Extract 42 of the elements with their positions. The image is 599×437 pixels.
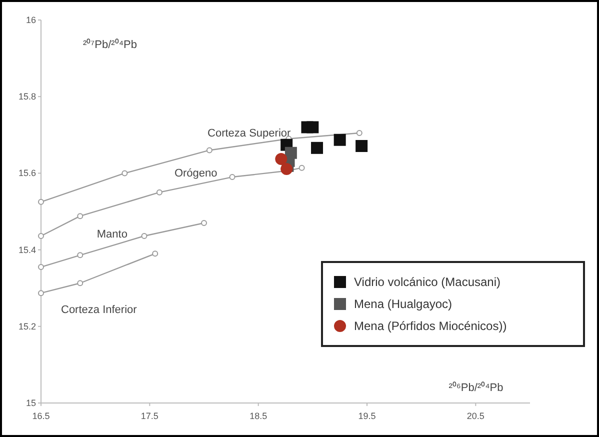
point	[306, 121, 319, 134]
y-tick-label: 16	[26, 15, 36, 25]
point	[229, 174, 236, 180]
point	[275, 153, 288, 166]
point	[141, 233, 148, 240]
point	[280, 162, 293, 175]
point	[334, 134, 346, 146]
y-axis-title: ²⁰⁷Pb/²⁰⁴Pb	[83, 38, 137, 51]
legend-label: Mena (Hualgayoc)	[354, 297, 452, 311]
point	[201, 220, 207, 226]
series-label: Manto	[96, 228, 128, 241]
legend-label: Mena (Pórfidos Miocénicos))	[354, 319, 507, 333]
y-tick-label: 15.4	[18, 244, 36, 255]
point	[77, 280, 84, 286]
x-tick-label: 16.5	[32, 411, 50, 421]
point	[156, 189, 162, 196]
point	[38, 264, 44, 270]
point	[356, 130, 362, 136]
point	[206, 147, 212, 154]
x-axis-title: ²⁰⁶Pb/²⁰⁴Pb	[448, 381, 504, 394]
point	[356, 140, 368, 152]
point	[152, 250, 158, 257]
x-tick-label: 17.5	[140, 411, 158, 421]
point	[298, 164, 305, 171]
point	[122, 170, 128, 176]
point	[77, 252, 84, 258]
x-tick-label: 18.5	[250, 411, 268, 421]
point	[38, 198, 44, 205]
series-label: Corteza Superior	[208, 127, 292, 140]
point	[77, 213, 84, 220]
y-tick-label: 15.8	[18, 92, 36, 102]
y-tick-label: 15.2	[18, 321, 36, 332]
y-tick-label: 15.6	[18, 168, 36, 178]
x-tick-label: 20.5	[466, 411, 484, 421]
point	[311, 142, 324, 154]
point	[38, 233, 44, 240]
legend-label: Vidrio volcánico (Macusani)	[354, 275, 501, 289]
series-label: Orógeno	[174, 168, 218, 180]
point	[38, 290, 44, 296]
y-tick-label: 15	[26, 398, 36, 408]
x-tick-label: 19.5	[358, 411, 376, 421]
series-label: Corteza Inferior	[61, 304, 138, 316]
